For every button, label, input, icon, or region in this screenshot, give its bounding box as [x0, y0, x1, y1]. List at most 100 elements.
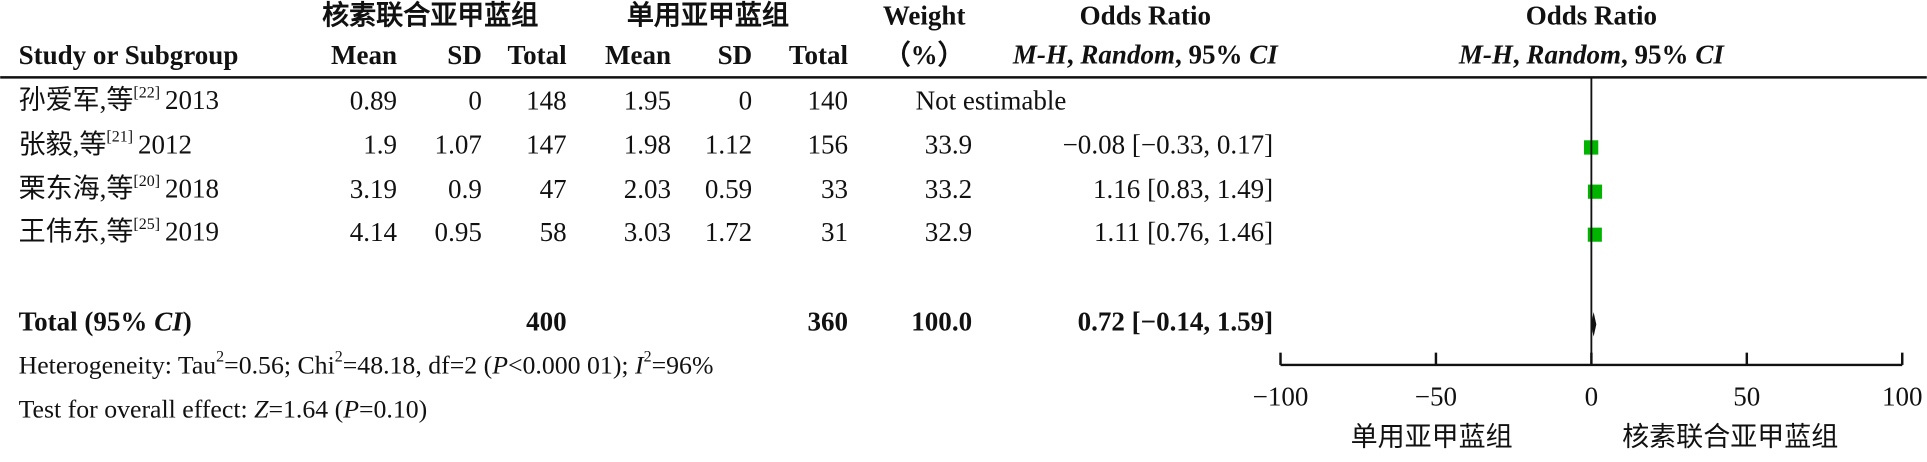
weight: 33.2 — [925, 174, 972, 204]
or-header: Odds Ratio — [1080, 1, 1211, 31]
x-tick-label: 50 — [1733, 382, 1760, 412]
cell: 2.03 — [624, 174, 671, 204]
cell: 0 — [739, 85, 753, 115]
study-label: 张毅,等[21] 2012 — [19, 128, 192, 159]
t: 2 — [216, 348, 224, 365]
study-ref: [22] — [133, 84, 160, 101]
t: =0.10) — [359, 395, 427, 424]
weight-header: Weight — [883, 1, 966, 31]
total-cell: 400 — [526, 307, 567, 337]
x-tick-label: 0 — [1585, 382, 1599, 412]
effect-square — [1587, 227, 1602, 242]
t: M-H — [1458, 40, 1514, 70]
column-header: Mean — [331, 40, 397, 70]
t: =96% — [652, 350, 714, 379]
cell: 156 — [807, 130, 848, 160]
t: M-H — [1012, 40, 1068, 70]
cell: 0.59 — [705, 174, 752, 204]
cell: 1.12 — [705, 130, 752, 160]
t: =1.64 ( — [268, 395, 343, 424]
study-year: 2012 — [138, 130, 192, 160]
x-tick-label: 100 — [1882, 382, 1923, 412]
study-year: 2013 — [165, 85, 219, 115]
cell: 58 — [540, 217, 567, 247]
cell: 3.19 — [350, 174, 397, 204]
column-header: SD — [718, 40, 753, 70]
cell: 1.9 — [363, 130, 397, 160]
column-header: Study or Subgroup — [19, 40, 239, 70]
study-label: 栗东海,等[20] 2018 — [19, 173, 219, 204]
study-name: 孙爱军,等 — [19, 85, 134, 115]
cell: 0.89 — [350, 85, 397, 115]
or-header: Odds Ratio — [1526, 1, 1657, 31]
column-header: Total — [789, 40, 849, 70]
cell: 147 — [526, 130, 567, 160]
study-year: 2018 — [165, 174, 219, 204]
column-header: Mean — [605, 40, 671, 70]
study-label: 孙爱军,等[22] 2013 — [19, 84, 219, 115]
t: , — [1513, 40, 1527, 70]
effect-label: 1.11 [0.76, 1.46] — [1094, 217, 1273, 247]
study-ref: [25] — [133, 216, 160, 233]
study-ref: [21] — [106, 128, 133, 145]
method-header: M-H, Random, 95% CI — [1458, 40, 1725, 70]
t: , — [1067, 40, 1081, 70]
t: Total (95% — [19, 307, 155, 337]
study-name: 王伟东,等 — [19, 217, 134, 247]
weight-header: （%） — [884, 40, 965, 70]
total-cell: 0.72 [−0.14, 1.59] — [1078, 307, 1273, 337]
x-tick-label: −50 — [1415, 382, 1457, 412]
cell: 140 — [807, 85, 848, 115]
t: CI — [1249, 40, 1279, 70]
total-cell: 360 — [807, 307, 848, 337]
effect-label: −0.08 [−0.33, 0.17] — [1063, 130, 1274, 160]
total-cell: 100.0 — [911, 307, 972, 337]
t: CI — [1695, 40, 1725, 70]
cell: 4.14 — [350, 217, 398, 247]
t: ) — [183, 307, 192, 337]
cell: 0.95 — [435, 217, 482, 247]
study-name: 张毅,等 — [19, 130, 107, 160]
study-ref: [20] — [133, 173, 160, 190]
cell: 1.98 — [624, 130, 671, 160]
heterogeneity: Heterogeneity: Tau2=0.56; Chi2=48.18, df… — [19, 348, 714, 379]
t: Random — [1525, 40, 1621, 70]
method-header: M-H, Random, 95% CI — [1012, 40, 1279, 70]
t: 2 — [644, 348, 652, 365]
cell: 1.95 — [624, 85, 671, 115]
cell: 3.03 — [624, 217, 671, 247]
study-label: 王伟东,等[25] 2019 — [19, 216, 219, 247]
t: <0.000 01); — [508, 350, 635, 379]
cell: 31 — [821, 217, 848, 247]
t: Z — [254, 395, 269, 424]
t: P — [491, 350, 508, 379]
total-diamond — [1590, 312, 1597, 337]
study-name: 栗东海,等 — [19, 174, 134, 204]
column-header: SD — [447, 40, 482, 70]
total-label: Total (95% CI) — [19, 307, 192, 337]
cell: 148 — [526, 85, 567, 115]
t: CI — [154, 307, 184, 337]
t: P — [342, 395, 359, 424]
t: I — [634, 350, 645, 379]
x-label: 核素联合亚甲蓝组 — [1622, 422, 1838, 452]
t: , 95% — [1621, 40, 1695, 70]
cell: 47 — [540, 174, 567, 204]
cell: 33 — [821, 174, 848, 204]
x-label: 单用亚甲蓝组 — [1351, 422, 1513, 452]
t: 2 — [335, 348, 343, 365]
t: Heterogeneity: Tau — [19, 350, 217, 379]
group-header: 核素联合亚甲蓝组 — [322, 0, 538, 31]
effect-label: 1.16 [0.83, 1.49] — [1093, 174, 1273, 204]
effect-label: Not estimable — [916, 85, 1067, 115]
cell: 1.72 — [705, 217, 752, 247]
group-header: 单用亚甲蓝组 — [627, 0, 789, 31]
t: =0.56; Chi — [224, 350, 335, 379]
study-year: 2019 — [165, 217, 219, 247]
t: , 95% — [1175, 40, 1249, 70]
effect-square — [1587, 184, 1603, 199]
t: Test for overall effect: — [19, 395, 255, 424]
column-header: Total — [508, 40, 568, 70]
x-tick-label: −100 — [1253, 382, 1309, 412]
